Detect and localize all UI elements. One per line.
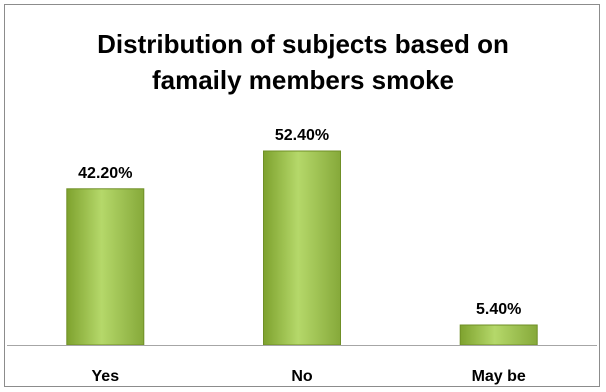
- bar-no: [263, 150, 341, 346]
- chart-title-line-1: Distribution of subjects based on: [97, 29, 509, 59]
- x-tick-label-may-be: May be: [472, 368, 526, 385]
- bar-yes: [66, 188, 145, 346]
- bars-layer: [66, 150, 538, 346]
- chart-title-line-2: famaily members smoke: [151, 65, 455, 95]
- x-tick-label-no: No: [291, 368, 313, 385]
- data-label-yes: 42.20%: [78, 165, 132, 182]
- bar-may-be: [459, 324, 538, 346]
- labels-layer: 42.20% Yes 52.40% No 5.40% May be: [78, 127, 526, 385]
- data-label-no: 52.40%: [275, 127, 329, 144]
- data-label-may-be: 5.40%: [476, 301, 521, 318]
- x-tick-label-yes: Yes: [92, 368, 120, 385]
- chart-title: Distribution of subjects based on famail…: [0, 26, 606, 98]
